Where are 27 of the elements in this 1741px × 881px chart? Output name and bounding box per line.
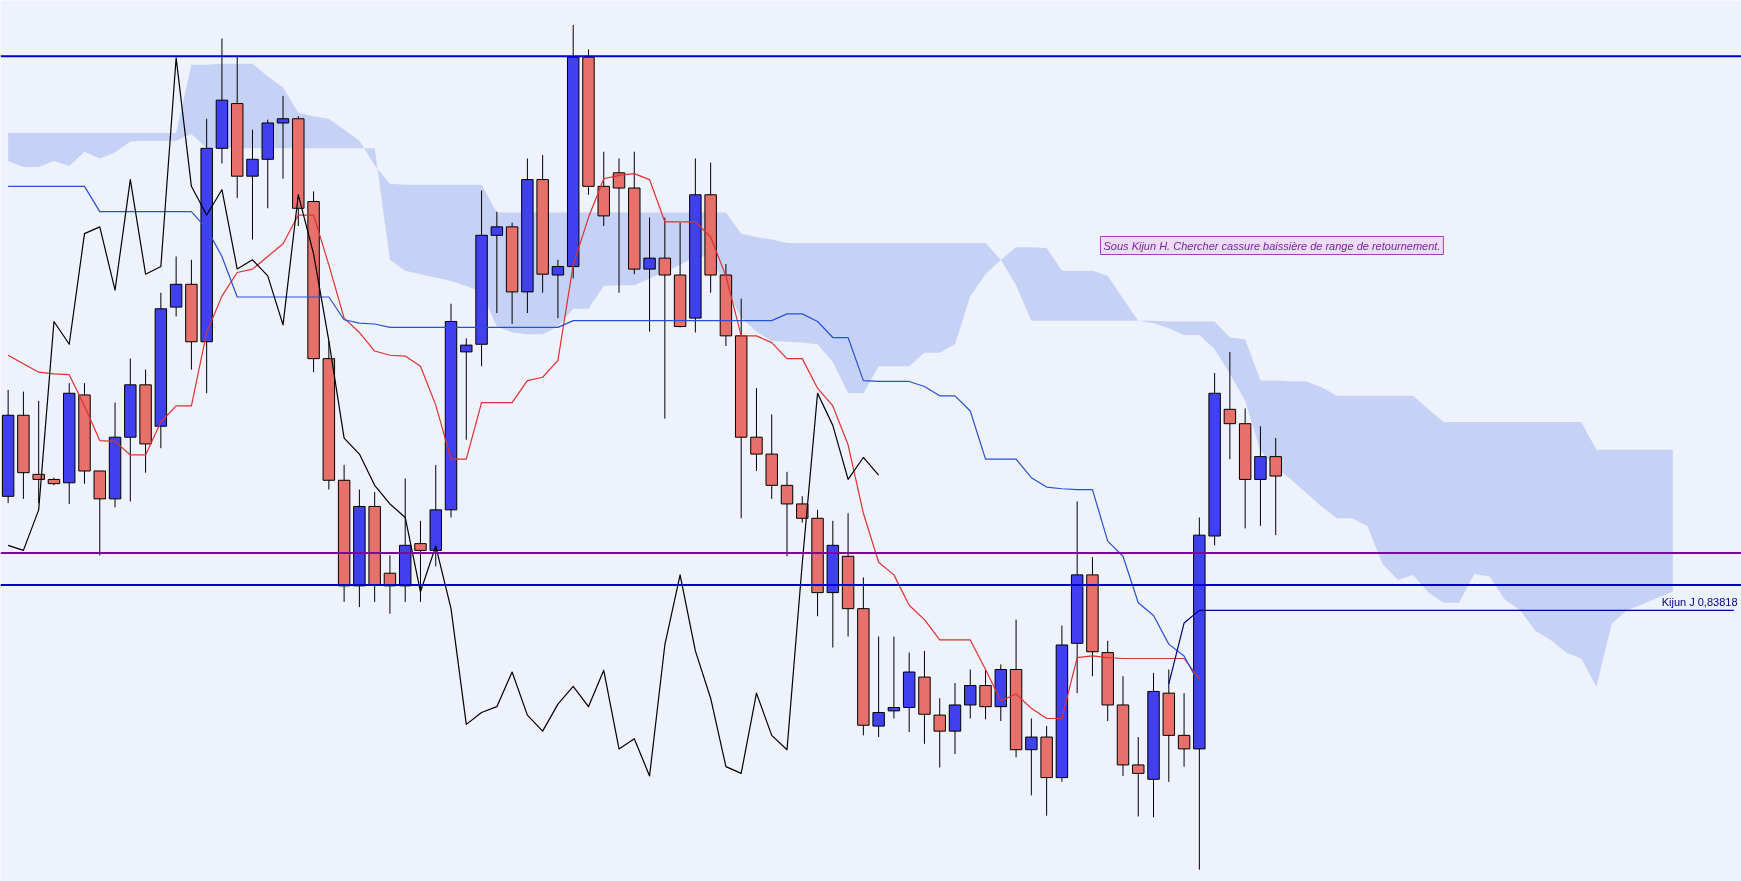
candlestick: [612, 157, 626, 294]
candlestick: [658, 217, 672, 420]
candlestick: [490, 211, 504, 314]
candlestick: [872, 636, 885, 738]
candlestick: [979, 669, 992, 720]
candlestick: [933, 697, 946, 768]
candlestick: [246, 129, 259, 241]
candlestick: [276, 95, 290, 180]
candlestick: [750, 387, 763, 472]
candlestick: [32, 400, 45, 504]
candlestick: [1254, 425, 1267, 527]
candlestick: [964, 668, 977, 719]
candlestick: [414, 520, 427, 603]
candlestick: [460, 337, 473, 441]
candlestick: [796, 495, 809, 524]
candlestick: [1223, 351, 1237, 460]
candlestick: [1177, 692, 1191, 768]
candlestick: [551, 259, 565, 319]
candlestick: [1269, 437, 1282, 536]
candlestick: [887, 636, 901, 719]
candlestick: [780, 471, 794, 557]
candlestick: [1132, 736, 1145, 817]
candlestick: [169, 255, 183, 317]
annotation: Sous Kijun H. Chercher cassure baissière de range de retournement.: [1103, 239, 1441, 252]
candlestick: [643, 217, 656, 333]
annotation: Kijun J 0,83818: [1661, 596, 1738, 609]
candlestick: [1025, 717, 1038, 796]
